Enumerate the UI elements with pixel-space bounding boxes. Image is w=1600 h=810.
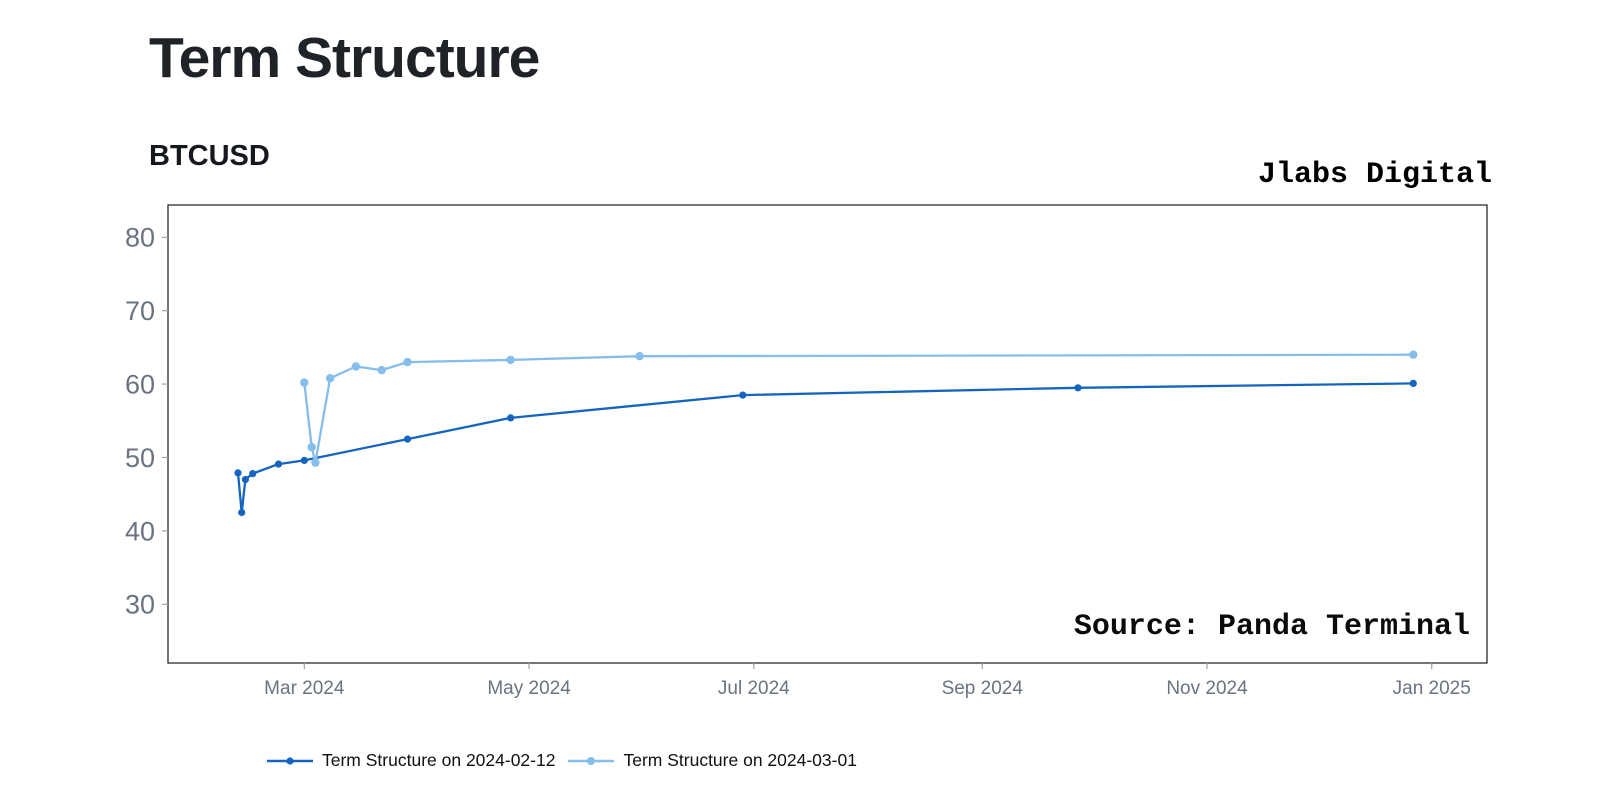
data-point-marker (234, 469, 242, 477)
data-point-marker (311, 458, 320, 467)
y-tick-label: 30 (125, 590, 155, 620)
y-axis: 30 40 50 60 70 80 (125, 223, 168, 620)
series-2024-02-12[interactable] (234, 379, 1417, 517)
data-point-marker (403, 357, 412, 367)
x-tick-label: Jul 2024 (718, 678, 790, 699)
y-tick-label: 80 (125, 223, 155, 253)
data-point-marker (506, 355, 515, 365)
data-point-marker (307, 443, 316, 452)
x-tick-label: Jan 2025 (1393, 678, 1471, 699)
data-point-marker (635, 352, 644, 361)
series-2024-03-01[interactable] (300, 350, 1418, 467)
data-point-marker (249, 470, 257, 478)
data-point-marker (300, 378, 309, 387)
legend-swatch-line-dot-icon (568, 756, 615, 765)
figure-title: Term Structure (149, 26, 540, 90)
data-point-marker (507, 414, 515, 422)
legend-label-series-2: Term Structure on 2024-03-01 (623, 750, 857, 770)
brand-watermark: Jlabs Digital (1257, 158, 1492, 192)
data-point-marker (300, 456, 308, 464)
data-point-marker (1409, 350, 1418, 359)
data-point-marker (1074, 384, 1082, 392)
data-point-marker (241, 475, 249, 484)
y-tick-label: 70 (125, 296, 155, 326)
y-tick-label: 40 (125, 516, 155, 546)
data-point-marker (238, 508, 246, 517)
x-tick-label: Nov 2024 (1166, 678, 1248, 699)
legend-item-series-2[interactable]: Term Structure on 2024-03-01 (567, 750, 857, 771)
x-tick-label: Sep 2024 (942, 678, 1024, 699)
x-tick-label: Mar 2024 (264, 678, 345, 699)
data-point-marker (274, 460, 283, 468)
x-tick-label: May 2024 (487, 678, 571, 699)
x-axis: Mar 2024 May 2024 Jul 2024 Sep 2024 Nov 2024… (264, 663, 1471, 699)
data-point-marker (403, 435, 412, 443)
data-point-marker (377, 365, 386, 375)
legend: Term Structure on 2024-02-12 Term Struct… (266, 750, 857, 771)
data-point-marker (1409, 379, 1417, 387)
legend-item-series-1[interactable]: Term Structure on 2024-02-12 (266, 750, 555, 771)
data-point-marker (325, 374, 335, 383)
y-tick-label: 50 (125, 443, 155, 473)
plot-border (167, 204, 1488, 664)
legend-label-series-1: Term Structure on 2024-02-12 (322, 750, 556, 770)
legend-swatch-line-dot-icon (267, 756, 313, 765)
data-point-marker (351, 362, 361, 371)
y-tick-label: 60 (125, 370, 155, 400)
figure-subtitle: BTCUSD (149, 140, 270, 172)
source-note: Source: Panda Terminal (1073, 610, 1470, 644)
data-point-marker (739, 391, 747, 399)
